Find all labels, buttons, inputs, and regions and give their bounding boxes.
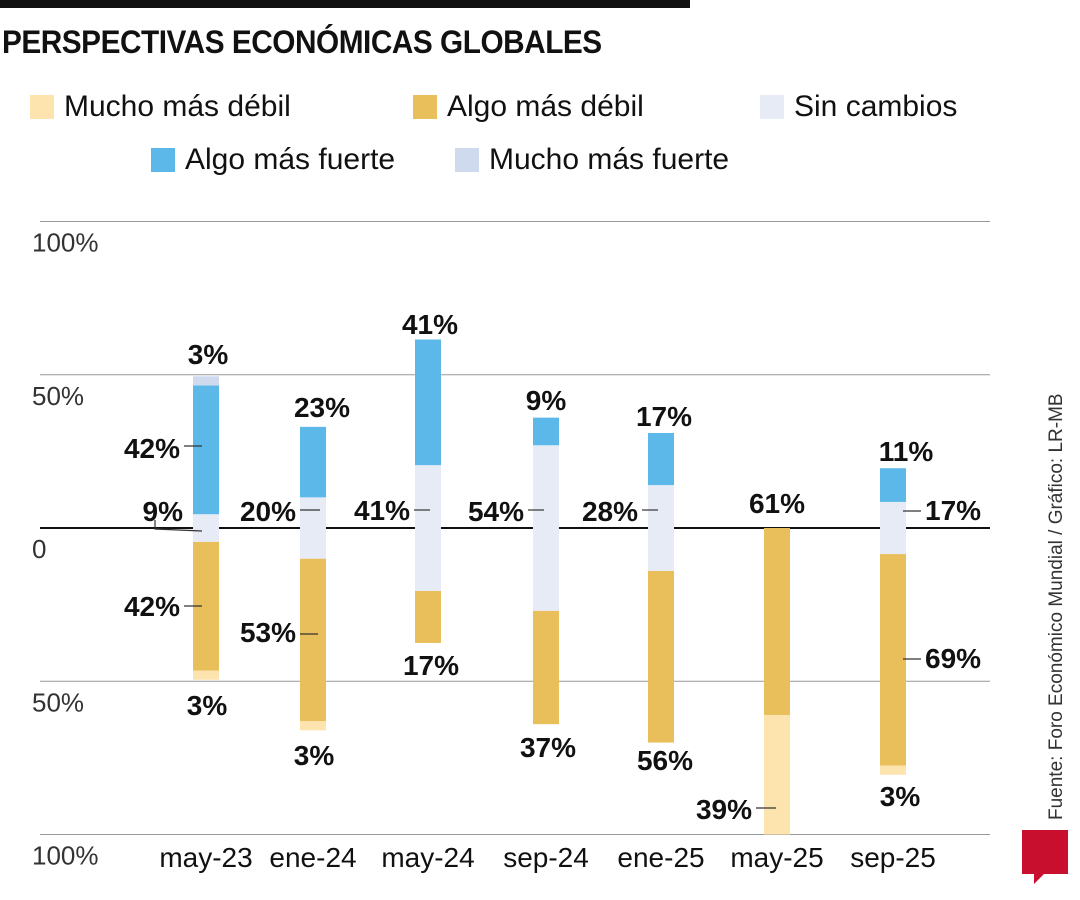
legend-swatch [760,95,784,119]
data-label: 17% [925,495,981,526]
y-tick-label: 100% [32,228,99,258]
source-note: Fuente: Foro Económico Mundial / Gráfico… [1046,393,1067,820]
data-label: 20% [240,496,296,527]
bar-segment-algo-m-s-fuerte [648,432,674,486]
legend-swatch [455,148,479,172]
x-tick-label: ene-24 [269,842,356,873]
bar-segment-algo-m-s-d-bil [415,590,441,643]
bar-segment-mucho-m-s-d-bil [764,714,790,835]
bar-segment-mucho-m-s-fuerte [193,376,219,386]
bar-segment-sin-cambios [533,445,559,611]
data-label: 39% [696,794,752,825]
data-label: 37% [520,732,576,763]
x-tick-label: ene-25 [617,842,704,873]
top-rule [0,0,690,8]
data-label: 3% [187,690,228,721]
data-label: 41% [402,309,458,340]
bar-segment-sin-cambios [193,514,219,542]
data-label: 23% [294,392,350,423]
x-tick-label: may-23 [159,842,252,873]
data-label: 11% [879,436,934,467]
legend-swatch [30,95,54,119]
bar-segment-algo-m-s-fuerte [533,417,559,446]
bar-segment-mucho-m-s-d-bil [193,670,219,680]
legend-swatch [413,95,437,119]
data-label: 3% [880,781,921,812]
bar-segment-sin-cambios [880,501,906,555]
bar-segment-algo-m-s-fuerte [415,339,441,466]
bar-segment-sin-cambios [648,485,674,571]
data-label: 17% [403,650,459,681]
data-label: 42% [124,591,180,622]
lr-logo [1022,830,1068,884]
legend-label: Algo más débil [447,90,644,123]
bar-segment-sin-cambios [415,465,441,591]
y-tick-label: 50% [32,381,84,411]
bar-segment-algo-m-s-d-bil [300,558,326,722]
legend-item-sin-cambios: Sin cambios [760,90,957,124]
legend-label: Mucho más débil [64,90,291,123]
bar-segment-mucho-m-s-d-bil [300,721,326,731]
bar-segment-algo-m-s-d-bil [648,570,674,743]
data-label: 69% [925,643,981,674]
y-tick-label: 0 [32,534,46,564]
y-tick-label: 100% [32,841,99,871]
x-tick-label: sep-24 [503,842,589,873]
bar-segment-algo-m-s-d-bil [764,528,790,715]
data-label: 3% [294,740,335,771]
data-label: 28% [582,496,638,527]
data-label: 17% [636,401,692,432]
bar-segment-mucho-m-s-d-bil [880,765,906,775]
legend-label: Sin cambios [794,90,958,123]
bar-segment-algo-m-s-d-bil [533,610,559,725]
data-label: 41% [354,495,410,526]
bar-segment-algo-m-s-fuerte [300,426,326,498]
data-label: 56% [637,745,693,776]
data-label: 3% [188,339,229,370]
bar-segment-algo-m-s-fuerte [880,468,906,502]
legend-label: Mucho más fuerte [489,143,730,176]
leader-line [154,520,203,532]
bar-segment-algo-m-s-d-bil [880,554,906,766]
data-label: 53% [240,617,296,648]
data-label: 9% [143,496,184,527]
x-tick-label: sep-25 [850,842,936,873]
chart-title: PERSPECTIVAS ECONÓMICAS GLOBALES [2,24,602,60]
legend-item-algo-mas-fuerte: Algo más fuerte [151,143,395,177]
y-tick-label: 50% [32,687,84,717]
legend-swatch [151,148,175,172]
legend-item-algo-mas-debil: Algo más débil [413,90,644,124]
x-tick-label: may-25 [730,842,823,873]
bar-segment-algo-m-s-fuerte [193,385,219,515]
legend-item-mucho-mas-fuerte: Mucho más fuerte [455,143,729,177]
data-label: 54% [468,496,524,527]
data-label: 42% [124,433,180,464]
bar-segment-sin-cambios [300,497,326,559]
data-label: 9% [526,385,567,416]
legend-label: Algo más fuerte [185,143,396,176]
data-label: 61% [749,488,805,519]
legend-item-mucho-mas-debil: Mucho más débil [30,90,291,124]
x-tick-label: may-24 [381,842,474,873]
